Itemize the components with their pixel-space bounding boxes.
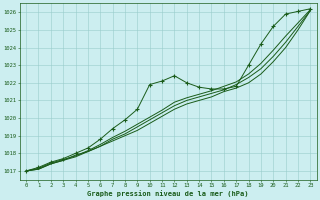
X-axis label: Graphe pression niveau de la mer (hPa): Graphe pression niveau de la mer (hPa) [87,190,249,197]
